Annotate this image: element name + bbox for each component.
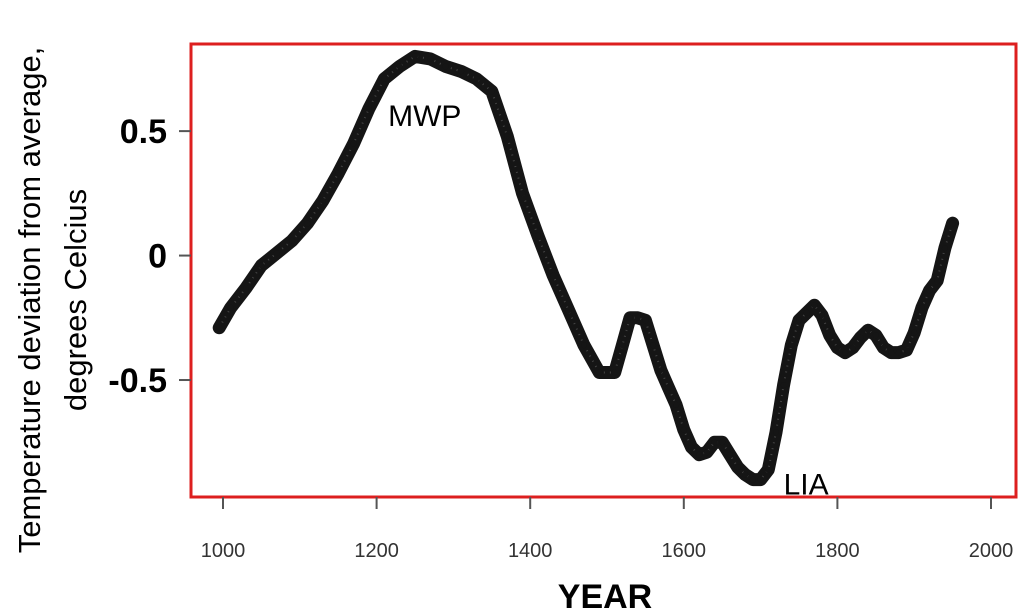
x-tick-label: 2000 (969, 540, 1014, 562)
data-point (788, 342, 795, 349)
data-point (458, 68, 465, 75)
x-tick-label: 1200 (354, 540, 399, 562)
data-point (258, 262, 265, 269)
data-point (765, 466, 772, 473)
data-point (773, 429, 779, 436)
data-point (442, 63, 449, 70)
data-point (757, 476, 764, 483)
data-point (273, 250, 280, 257)
x-tick-label: 1000 (201, 540, 246, 562)
x-tick-label: 1800 (815, 540, 860, 562)
data-point (319, 197, 326, 204)
data-point (796, 317, 802, 324)
data-point (742, 471, 749, 478)
data-point (780, 382, 787, 388)
data-point (811, 302, 818, 309)
data-point (335, 170, 342, 177)
data-point (734, 464, 741, 471)
data-point (550, 272, 557, 279)
data-point (819, 312, 825, 319)
data-point (696, 451, 703, 458)
data-point (289, 237, 296, 244)
x-tick-label: 1600 (662, 540, 707, 562)
annotation-lia: LIA (784, 469, 829, 502)
data-point (581, 342, 587, 349)
data-point (803, 309, 810, 316)
data-point (941, 245, 948, 252)
data-point (642, 317, 649, 324)
data-point (519, 190, 526, 197)
data-point (304, 220, 311, 227)
data-point (888, 349, 895, 356)
data-point (703, 449, 710, 456)
data-point (934, 277, 941, 284)
data-point (834, 344, 841, 351)
data-point (903, 347, 910, 354)
data-point (488, 88, 495, 95)
x-axis: 1000 1200 1400 1600 1800 2000 (201, 497, 1014, 562)
data-point (243, 284, 249, 291)
data-point (880, 344, 887, 351)
data-point (534, 232, 541, 239)
x-tick-label: 1400 (508, 540, 553, 562)
data-point (688, 444, 695, 451)
data-point (826, 332, 833, 339)
data-point (634, 314, 641, 321)
temperature-series-texture (218, 55, 954, 481)
data-point (396, 63, 403, 70)
data-point (711, 439, 718, 446)
data-point (657, 367, 664, 374)
data-point (872, 332, 879, 339)
data-point (726, 451, 733, 458)
y-tick-label: 0.5 (120, 113, 167, 151)
data-point (611, 369, 618, 376)
data-point (227, 304, 234, 311)
data-point (911, 329, 918, 336)
y-axis-label-line1: Temperature deviation from average, (12, 47, 47, 554)
data-point (849, 344, 856, 351)
annotation-mwp: MWP (388, 100, 461, 133)
temperature-series-line (212, 49, 960, 487)
data-point (473, 75, 480, 82)
data-point (504, 133, 511, 140)
data-point (680, 426, 687, 433)
data-point (918, 304, 925, 311)
data-point (673, 401, 680, 408)
y-axis-label-line2: degrees Celcius (58, 189, 93, 411)
data-point (365, 105, 372, 112)
y-axis: 0.5 0 -0.5 (108, 113, 191, 400)
data-point (895, 349, 902, 356)
data-point (926, 287, 933, 294)
y-tick-label: 0 (148, 238, 167, 276)
data-point (627, 314, 633, 321)
data-point (216, 324, 223, 331)
y-tick-label: -0.5 (108, 362, 167, 400)
data-point (865, 327, 872, 334)
data-point (650, 342, 657, 349)
data-point (719, 439, 726, 446)
data-point (619, 342, 626, 349)
series-group (212, 49, 960, 487)
data-point (949, 220, 956, 227)
data-point (749, 476, 756, 483)
data-point (565, 307, 572, 314)
data-point (350, 140, 357, 147)
plot-frame (189, 42, 1018, 499)
annotations: MWP LIA (388, 100, 829, 501)
data-point (665, 384, 672, 391)
data-point (857, 334, 864, 341)
data-point (412, 53, 418, 60)
x-axis-label: YEAR (558, 578, 652, 616)
data-point (427, 55, 434, 62)
data-point (842, 349, 849, 356)
data-point (596, 369, 603, 376)
data-point (381, 75, 388, 82)
